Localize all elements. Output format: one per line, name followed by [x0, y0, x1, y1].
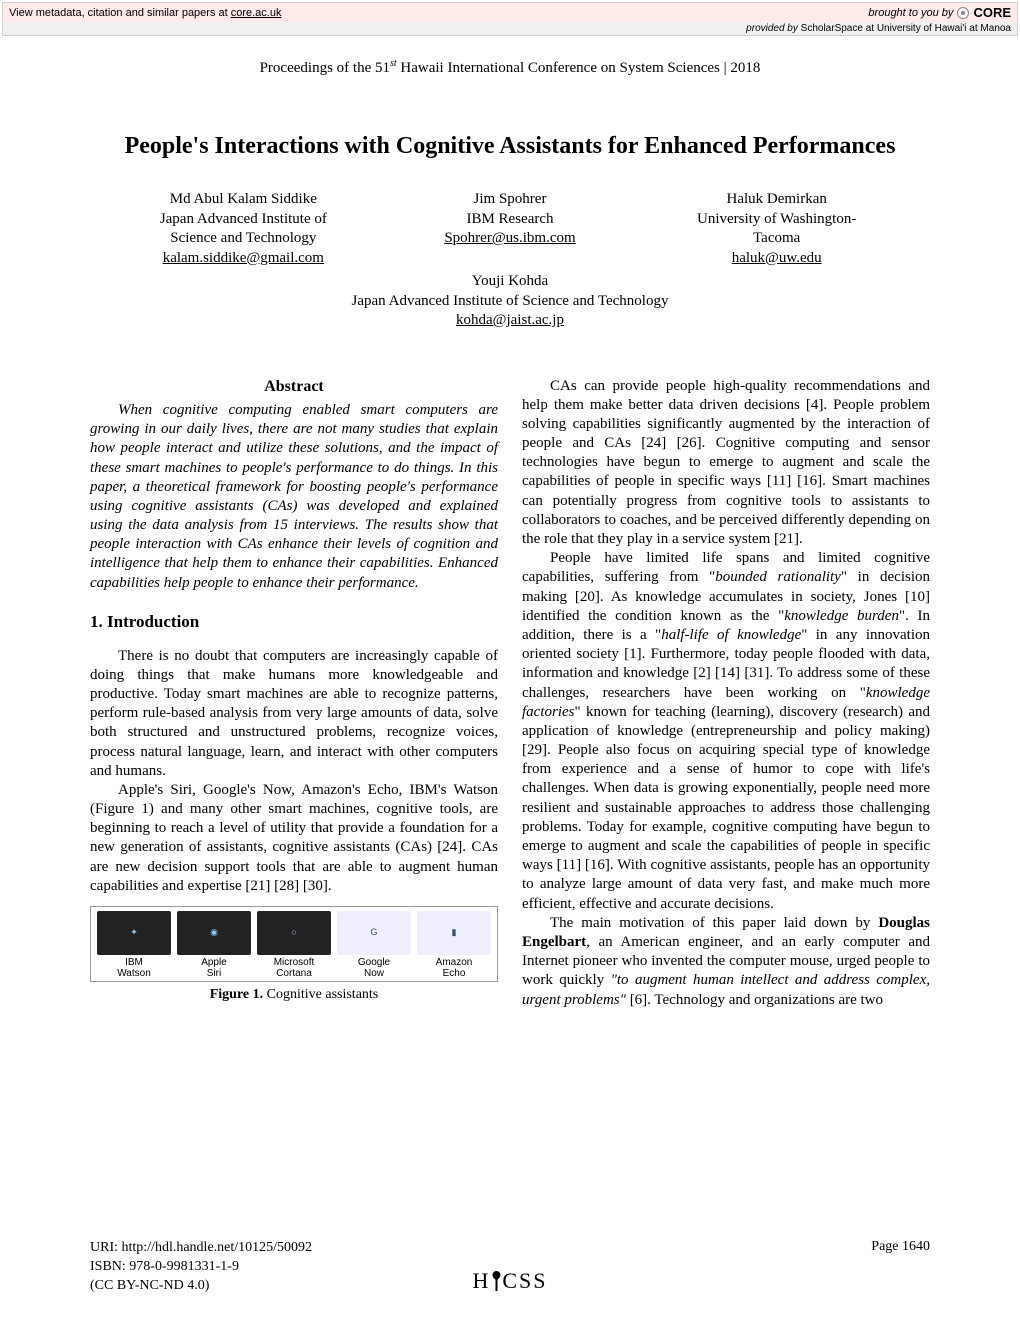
fig-label: Amazon [417, 957, 491, 968]
italic-term: knowledge burden [784, 608, 899, 624]
proceedings-line: Proceedings of the 51st Hawaii Internati… [90, 58, 930, 77]
author-name: Haluk Demirkan [643, 190, 910, 210]
author-block-3: Haluk Demirkan University of Washington-… [643, 190, 910, 268]
left-column: Abstract When cognitive computing enable… [90, 377, 498, 1010]
fig-item-watson: ✦ IBM Watson [97, 911, 171, 979]
italic-term: bounded rationality [715, 569, 841, 585]
text-run: [6]. Technology and organizations are tw… [626, 992, 883, 1008]
fig-label: Now [337, 968, 411, 979]
fig-caption-bold: Figure 1. [210, 987, 263, 1002]
thumb-icon: ◉ [177, 911, 251, 955]
core-right-prefix: brought to you by [868, 7, 953, 19]
fig-item-googlenow: G Google Now [337, 911, 411, 979]
right-column: CAs can provide people high-quality reco… [522, 377, 930, 1010]
abstract-text: When cognitive computing enabled smart c… [90, 401, 498, 593]
fig-item-cortana: ○ Microsoft Cortana [257, 911, 331, 979]
core-icon [957, 7, 969, 19]
uri-label: URI: [90, 1240, 118, 1255]
fig-label: IBM [97, 957, 171, 968]
footer-left: URI: http://hdl.handle.net/10125/50092 I… [90, 1239, 312, 1296]
provided-source[interactable]: ScholarSpace at University of Hawai'i at… [801, 23, 1011, 34]
thumb-icon: ○ [257, 911, 331, 955]
proceedings-prefix: Proceedings of the 51 [260, 60, 390, 76]
isbn-value: 978-0-9981331-1-9 [129, 1259, 239, 1274]
thumb-icon: ✦ [97, 911, 171, 955]
intro-p1: There is no doubt that computers are inc… [90, 647, 498, 781]
paper-title: People's Interactions with Cognitive Ass… [90, 133, 930, 160]
italic-term: half-life of knowledge [661, 627, 801, 643]
col2-p3: The main motivation of this paper laid d… [522, 914, 930, 1010]
core-link[interactable]: core.ac.uk [231, 7, 282, 19]
author-block-1: Md Abul Kalam Siddike Japan Advanced Ins… [110, 190, 377, 268]
author-name: Jim Spohrer [377, 190, 644, 210]
fig-label: Watson [97, 968, 171, 979]
intro-p2: Apple's Siri, Google's Now, Amazon's Ech… [90, 781, 498, 896]
author-block-2: Jim Spohrer IBM Research Spohrer@us.ibm.… [377, 190, 644, 268]
fig-item-echo: ▮ Amazon Echo [417, 911, 491, 979]
author-email[interactable]: Spohrer@us.ibm.com [377, 229, 644, 249]
text-run: " known for teaching (learning), discove… [522, 704, 930, 912]
author-email[interactable]: kalam.siddike@gmail.com [110, 249, 377, 269]
abstract-heading: Abstract [90, 377, 498, 397]
fig-label: Google [337, 957, 411, 968]
author-name: Md Abul Kalam Siddike [110, 190, 377, 210]
proceedings-suffix: Hawaii International Conference on Syste… [397, 60, 761, 76]
proceedings-sup: st [390, 58, 397, 69]
author-name: Youji Kohda [90, 272, 930, 292]
authors-row: Md Abul Kalam Siddike Japan Advanced Ins… [110, 190, 910, 268]
fig-label: Cortana [257, 968, 331, 979]
text-run: The main motivation of this paper laid d… [550, 915, 878, 931]
isbn-label: ISBN: [90, 1259, 126, 1274]
author-email[interactable]: haluk@uw.edu [643, 249, 910, 269]
author-affil: University of Washington- [643, 210, 910, 230]
author-affil: IBM Research [377, 210, 644, 230]
logo-right: CSS [502, 1268, 547, 1294]
core-logo-text: CORE [973, 5, 1011, 20]
author-affil: Science and Technology [110, 229, 377, 249]
figure-1-caption: Figure 1. Cognitive assistants [90, 986, 498, 1004]
fig-caption-rest: Cognitive assistants [263, 987, 378, 1002]
author-affil: Tacoma [643, 229, 910, 249]
figure-1-box: ✦ IBM Watson ◉ Apple Siri ○ Microsoft Co… [90, 906, 498, 982]
two-column-body: Abstract When cognitive computing enable… [90, 377, 930, 1010]
col2-p1: CAs can provide people high-quality reco… [522, 377, 930, 550]
logo-left: H [472, 1268, 490, 1294]
page-number: Page 1640 [871, 1239, 930, 1255]
author-email[interactable]: kohda@jaist.ac.jp [90, 311, 930, 331]
torch-icon [491, 1271, 501, 1291]
author-affil: Japan Advanced Institute of Science and … [90, 292, 930, 312]
provided-prefix: provided by [746, 23, 798, 34]
author-block-4: Youji Kohda Japan Advanced Institute of … [90, 272, 930, 331]
fig-item-siri: ◉ Apple Siri [177, 911, 251, 979]
fig-label: Microsoft [257, 957, 331, 968]
license-text: (CC BY-NC-ND 4.0) [90, 1277, 312, 1296]
hicss-logo: H CSS [472, 1268, 547, 1294]
thumb-icon: ▮ [417, 911, 491, 955]
author-affil: Japan Advanced Institute of [110, 210, 377, 230]
core-left-text: View metadata, citation and similar pape… [9, 7, 228, 19]
fig-label: Echo [417, 968, 491, 979]
fig-label: Siri [177, 968, 251, 979]
thumb-icon: G [337, 911, 411, 955]
page-body: Proceedings of the 51st Hawaii Internati… [0, 38, 1020, 1010]
core-banner: View metadata, citation and similar pape… [2, 2, 1018, 36]
intro-heading: 1. Introduction [90, 611, 498, 633]
fig-label: Apple [177, 957, 251, 968]
uri-value[interactable]: http://hdl.handle.net/10125/50092 [122, 1240, 313, 1255]
col2-p2: People have limited life spans and limit… [522, 549, 930, 914]
page-footer: URI: http://hdl.handle.net/10125/50092 I… [90, 1239, 930, 1296]
